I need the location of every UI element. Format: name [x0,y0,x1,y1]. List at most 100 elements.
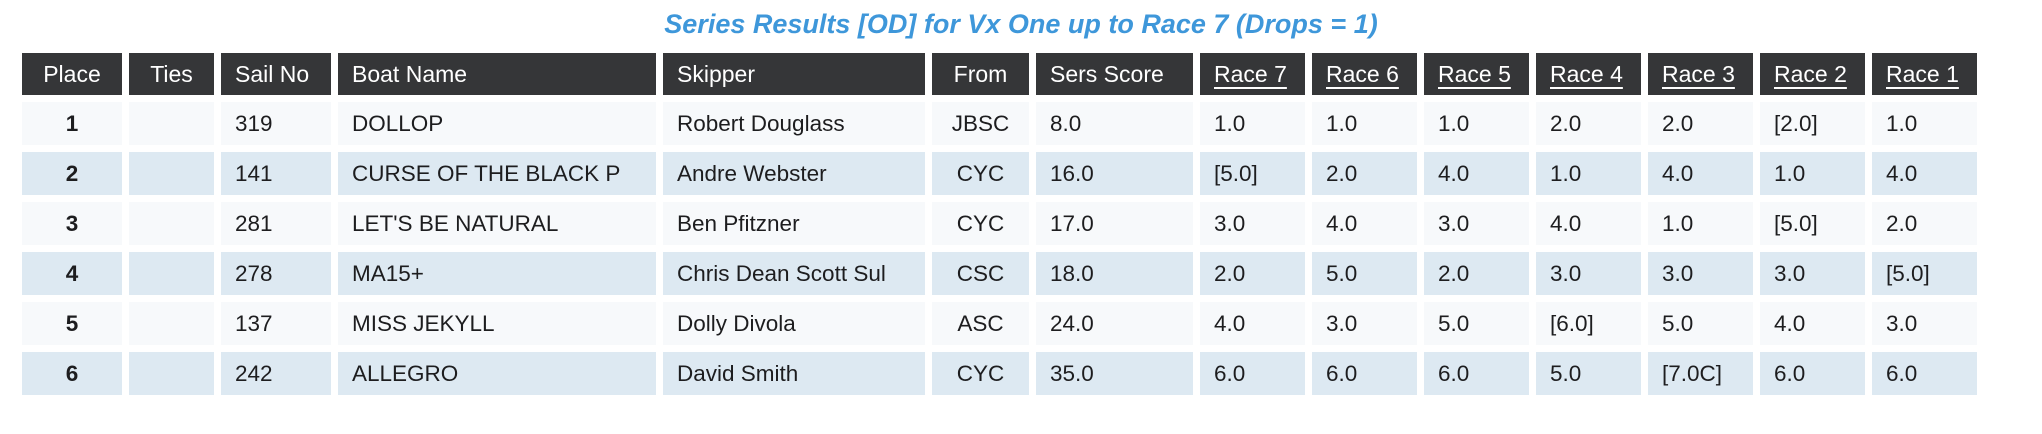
cell-race_4: 2.0 [1536,102,1641,145]
cell-race_2: 4.0 [1760,302,1865,345]
cell-race_3: 5.0 [1648,302,1753,345]
cell-place: 3 [22,202,122,245]
cell-sail_no: 319 [221,102,331,145]
cell-race_2: 1.0 [1760,152,1865,195]
cell-skipper: Chris Dean Scott Sul [663,252,925,295]
cell-sers_score: 8.0 [1036,102,1193,145]
cell-from: ASC [932,302,1029,345]
cell-place: 2 [22,152,122,195]
cell-place: 4 [22,252,122,295]
cell-race_6: 1.0 [1312,102,1417,145]
column-header-race_3[interactable]: Race 3 [1648,53,1753,95]
cell-skipper: Ben Pfitzner [663,202,925,245]
cell-race_6: 2.0 [1312,152,1417,195]
cell-race_6: 3.0 [1312,302,1417,345]
table-row: 1 319 DOLLOP Robert Douglass JBSC 8.0 1.0 1.0 1.… [22,102,1977,145]
cell-race_7: [5.0] [1200,152,1305,195]
column-header-from: From [932,53,1029,95]
cell-sail_no: 137 [221,302,331,345]
cell-from: CYC [932,152,1029,195]
cell-ties [129,302,214,345]
cell-sers_score: 16.0 [1036,152,1193,195]
cell-race_1: 6.0 [1872,352,1977,395]
cell-race_3: 4.0 [1648,152,1753,195]
cell-race_7: 3.0 [1200,202,1305,245]
column-header-race_7[interactable]: Race 7 [1200,53,1305,95]
cell-race_1: 2.0 [1872,202,1977,245]
table-row: 6 242 ALLEGRO David Smith CYC 35.0 6.0 6.0 6.0 5.… [22,352,1977,395]
column-header-race_1[interactable]: Race 1 [1872,53,1977,95]
cell-boat_name: MISS JEKYLL [338,302,656,345]
cell-race_2: 6.0 [1760,352,1865,395]
cell-race_3: 3.0 [1648,252,1753,295]
cell-race_4: 4.0 [1536,202,1641,245]
cell-race_7: 6.0 [1200,352,1305,395]
cell-skipper: Dolly Divola [663,302,925,345]
page-title: Series Results [OD] for Vx One up to Rac… [664,9,1378,39]
table-row: 2 141 CURSE OF THE BLACK P Andre Webster CYC… [22,152,1977,195]
cell-race_1: 4.0 [1872,152,1977,195]
cell-race_7: 1.0 [1200,102,1305,145]
cell-boat_name: ALLEGRO [338,352,656,395]
cell-race_5: 5.0 [1424,302,1529,345]
cell-race_5: 6.0 [1424,352,1529,395]
cell-sail_no: 281 [221,202,331,245]
cell-ties [129,152,214,195]
cell-place: 6 [22,352,122,395]
cell-race_4: 1.0 [1536,152,1641,195]
cell-sers_score: 35.0 [1036,352,1193,395]
cell-boat_name: LET'S BE NATURAL [338,202,656,245]
column-header-skipper: Skipper [663,53,925,95]
cell-race_7: 4.0 [1200,302,1305,345]
cell-ties [129,352,214,395]
results-table: Place Ties Sail No Boat Name Skipper From Sers… [15,46,1984,402]
cell-place: 1 [22,102,122,145]
cell-race_2: [5.0] [1760,202,1865,245]
column-header-sers_score: Sers Score [1036,53,1193,95]
cell-skipper: David Smith [663,352,925,395]
column-header-race_2[interactable]: Race 2 [1760,53,1865,95]
cell-ties [129,202,214,245]
cell-race_6: 4.0 [1312,202,1417,245]
cell-from: CYC [932,352,1029,395]
cell-race_1: [5.0] [1872,252,1977,295]
column-header-place: Place [22,53,122,95]
cell-race_5: 1.0 [1424,102,1529,145]
cell-race_7: 2.0 [1200,252,1305,295]
cell-sers_score: 18.0 [1036,252,1193,295]
cell-boat_name: MA15+ [338,252,656,295]
cell-sail_no: 278 [221,252,331,295]
cell-race_4: 3.0 [1536,252,1641,295]
cell-race_6: 5.0 [1312,252,1417,295]
cell-race_2: [2.0] [1760,102,1865,145]
cell-from: CYC [932,202,1029,245]
cell-boat_name: CURSE OF THE BLACK P [338,152,656,195]
cell-from: JBSC [932,102,1029,145]
cell-sers_score: 24.0 [1036,302,1193,345]
cell-race_3: 1.0 [1648,202,1753,245]
column-header-race_5[interactable]: Race 5 [1424,53,1529,95]
cell-from: CSC [932,252,1029,295]
results-table-body: 1 319 DOLLOP Robert Douglass JBSC 8.0 1.0 1.0 1.… [22,102,1977,395]
cell-race_6: 6.0 [1312,352,1417,395]
table-row: 5 137 MISS JEKYLL Dolly Divola ASC 24.0 4.0 3.0… [22,302,1977,345]
cell-race_4: 5.0 [1536,352,1641,395]
cell-race_1: 3.0 [1872,302,1977,345]
cell-ties [129,252,214,295]
cell-place: 5 [22,302,122,345]
column-header-sail_no: Sail No [221,53,331,95]
column-header-race_4[interactable]: Race 4 [1536,53,1641,95]
table-row: 3 281 LET'S BE NATURAL Ben Pfitzner CYC 17.0 3… [22,202,1977,245]
cell-race_5: 3.0 [1424,202,1529,245]
cell-race_2: 3.0 [1760,252,1865,295]
table-row: 4 278 MA15+ Chris Dean Scott Sul CSC 18.0 2.0 5… [22,252,1977,295]
cell-boat_name: DOLLOP [338,102,656,145]
column-header-ties: Ties [129,53,214,95]
cell-sail_no: 242 [221,352,331,395]
cell-race_5: 2.0 [1424,252,1529,295]
column-header-race_6[interactable]: Race 6 [1312,53,1417,95]
cell-race_5: 4.0 [1424,152,1529,195]
header-row: Place Ties Sail No Boat Name Skipper From Sers… [22,53,1977,95]
cell-skipper: Andre Webster [663,152,925,195]
